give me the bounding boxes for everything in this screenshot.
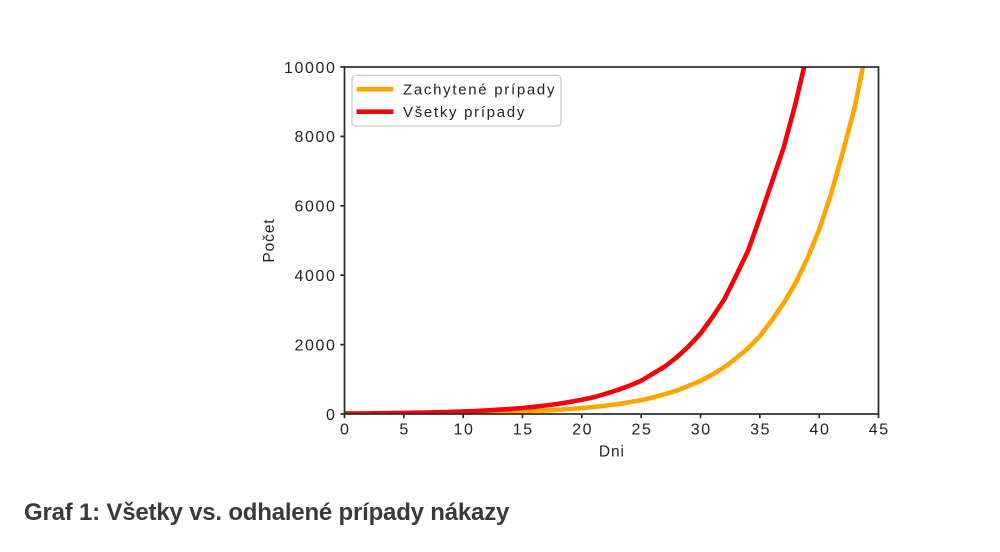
- svg-text:Zachytené prípady: Zachytené prípady: [403, 82, 556, 99]
- svg-text:20: 20: [572, 421, 593, 438]
- svg-text:10: 10: [454, 421, 475, 438]
- svg-text:Všetky prípady: Všetky prípady: [403, 104, 526, 121]
- svg-text:40: 40: [810, 421, 831, 438]
- svg-text:35: 35: [750, 421, 771, 438]
- svg-text:6000: 6000: [295, 199, 337, 216]
- svg-text:8000: 8000: [295, 129, 337, 146]
- svg-text:Dni: Dni: [599, 443, 625, 460]
- svg-text:25: 25: [632, 421, 653, 438]
- svg-text:30: 30: [691, 421, 712, 438]
- svg-text:0: 0: [326, 407, 337, 424]
- svg-text:0: 0: [340, 421, 351, 438]
- svg-text:15: 15: [513, 421, 534, 438]
- svg-text:2000: 2000: [295, 337, 337, 354]
- svg-text:4000: 4000: [295, 268, 337, 285]
- svg-text:5: 5: [399, 421, 410, 438]
- svg-text:Počet: Počet: [261, 218, 278, 262]
- svg-text:10000: 10000: [284, 60, 337, 77]
- svg-text:45: 45: [869, 421, 890, 438]
